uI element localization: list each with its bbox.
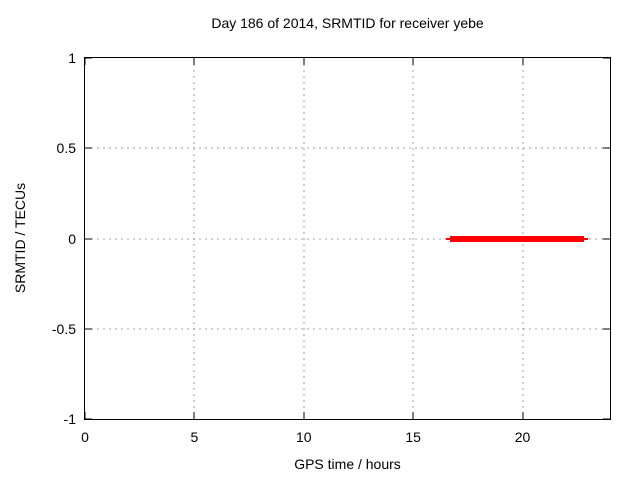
y-tick-left: [85, 57, 92, 59]
y-tick-right: [603, 328, 610, 330]
y-tick-right: [603, 238, 610, 239]
y-gridline: [85, 238, 610, 239]
y-tick-label: -1: [63, 411, 76, 427]
chart-title: Day 186 of 2014, SRMTID for receiver yeb…: [211, 15, 484, 31]
y-tick-right: [603, 418, 610, 420]
x-tick-bottom: [303, 412, 305, 419]
x-tick-label: 10: [295, 429, 312, 445]
x-tick-top: [522, 58, 523, 65]
x-tick-bottom: [522, 412, 523, 419]
x-tick-bottom: [193, 412, 195, 419]
y-tick-label: -0.5: [51, 320, 76, 337]
y-gridline: [85, 328, 610, 330]
x-tick-top: [84, 58, 86, 65]
x-tick-top: [412, 58, 414, 65]
x-tick-bottom: [84, 412, 86, 419]
y-tick-label: 0: [68, 230, 76, 247]
y-tick-right: [603, 57, 610, 59]
y-tick-right: [603, 147, 610, 149]
data-series-cap: [446, 237, 451, 240]
x-tick-top: [193, 58, 195, 65]
x-tick-top: [303, 58, 305, 65]
y-tick-label: 1: [68, 50, 76, 66]
x-axis-label: GPS time / hours: [294, 456, 401, 472]
data-series-segment: [450, 235, 584, 242]
y-tick-left: [85, 147, 92, 149]
plot-area: 0 5 10 15 20 -1 -0.5 0 0.5 1: [52, 50, 611, 445]
x-tick-bottom: [412, 412, 414, 419]
y-axis-label: SRMTID / TECUs: [12, 182, 28, 294]
y-tick-left: [85, 238, 92, 239]
y-gridline: [85, 147, 610, 149]
x-tick-label: 0: [81, 429, 89, 445]
x-tick-label: 20: [514, 429, 531, 445]
data-series-cap: [583, 237, 588, 240]
y-tick-label: 0.5: [56, 140, 76, 157]
y-tick-left: [85, 418, 92, 420]
y-tick-left: [85, 328, 92, 330]
x-tick-label: 5: [190, 429, 199, 445]
x-tick-label: 15: [405, 429, 421, 445]
